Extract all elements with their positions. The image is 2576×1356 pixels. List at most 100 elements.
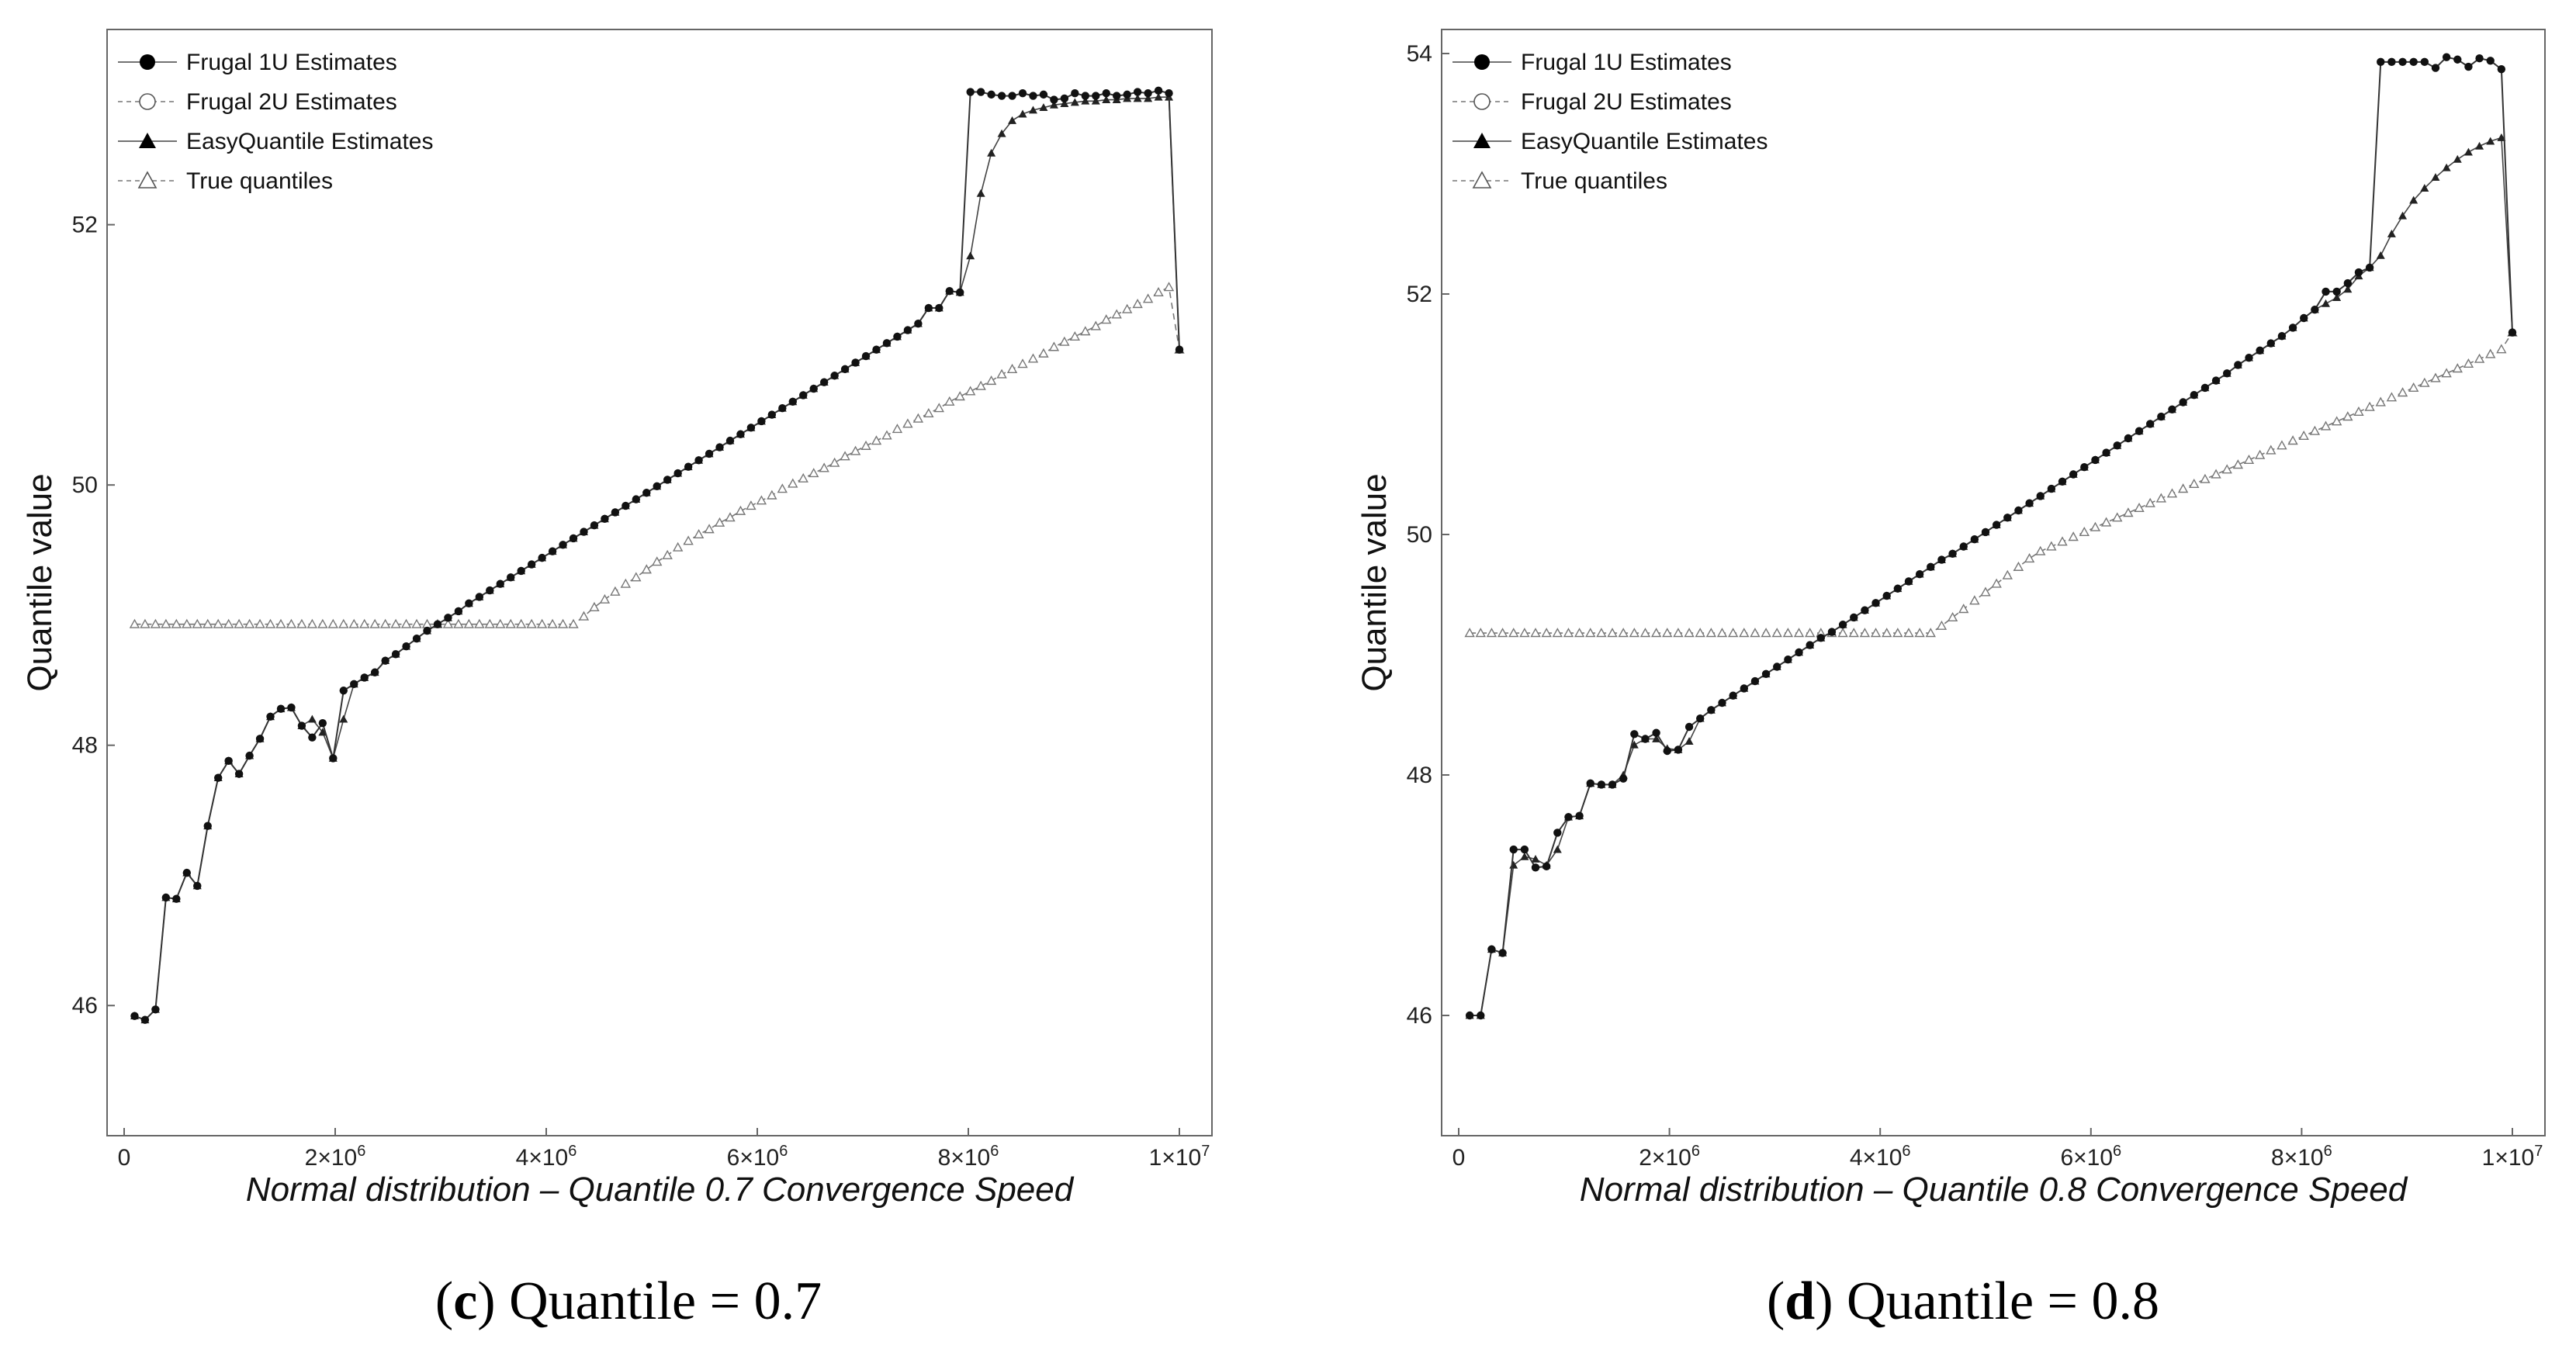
data-point xyxy=(1069,330,1081,341)
data-point xyxy=(1925,628,1936,638)
data-point xyxy=(965,386,976,396)
data-point xyxy=(2254,449,2266,459)
data-point xyxy=(1782,628,1794,638)
data-point xyxy=(276,704,286,713)
data-point xyxy=(2080,463,2089,472)
data-point xyxy=(1070,98,1079,106)
data-point xyxy=(400,618,412,628)
data-point xyxy=(1806,641,1814,649)
data-point xyxy=(1959,542,1968,551)
data-point xyxy=(453,618,464,628)
data-point xyxy=(1948,549,1957,558)
y-tick-label: 50 xyxy=(1407,522,1432,548)
data-point xyxy=(1464,628,1475,638)
data-point xyxy=(161,618,171,628)
data-point xyxy=(902,418,913,428)
data-point xyxy=(411,618,422,628)
data-point xyxy=(956,288,964,297)
data-point xyxy=(2025,499,2034,507)
data-point xyxy=(1652,735,1661,742)
x-tick-label: 1×107 xyxy=(1149,1143,1210,1171)
data-point xyxy=(557,618,569,628)
data-point xyxy=(1673,628,1684,638)
legend-marker-open-triangle xyxy=(1472,171,1492,189)
data-point xyxy=(2365,263,2374,272)
x-tick-label: 4×106 xyxy=(516,1143,577,1171)
data-point xyxy=(182,618,192,628)
data-point xyxy=(171,618,182,628)
data-point xyxy=(1707,706,1716,714)
data-point xyxy=(2386,392,2398,402)
data-point xyxy=(725,512,736,522)
data-point xyxy=(819,378,829,386)
data-point xyxy=(245,751,254,760)
data-point xyxy=(1564,813,1573,822)
data-point xyxy=(2419,377,2430,387)
data-point xyxy=(2442,53,2451,61)
data-point xyxy=(454,607,463,616)
data-point xyxy=(1113,92,1121,100)
data-point xyxy=(306,618,318,628)
data-point xyxy=(851,358,860,367)
data-point xyxy=(757,417,766,426)
data-point xyxy=(1674,745,1683,754)
x-tick-label: 6×106 xyxy=(2060,1143,2121,1171)
data-point xyxy=(1028,106,1037,114)
legend-label: Frugal 1U Estimates xyxy=(1521,50,1732,75)
legend-marker-open-triangle xyxy=(137,171,158,189)
data-point xyxy=(1465,1011,1474,1020)
data-point xyxy=(1477,1011,1485,1020)
data-point xyxy=(1795,648,1803,657)
x-tick-label: 0 xyxy=(118,1145,131,1171)
x-tick-label: 0 xyxy=(1452,1145,1466,1171)
data-point xyxy=(1981,528,1990,537)
data-point xyxy=(2123,507,2134,517)
data-point xyxy=(2232,459,2244,469)
data-point xyxy=(224,756,233,766)
data-point xyxy=(1508,628,1519,638)
data-point xyxy=(2100,517,2112,527)
data-point xyxy=(2320,420,2332,431)
x-tick-label: 2×106 xyxy=(305,1143,366,1171)
data-point xyxy=(997,129,1006,137)
data-point xyxy=(2464,62,2473,71)
data-point xyxy=(756,495,767,505)
data-point xyxy=(1049,100,1058,109)
data-point xyxy=(798,472,808,483)
data-point xyxy=(924,303,933,313)
data-point xyxy=(632,495,641,503)
data-point xyxy=(423,626,431,635)
data-point xyxy=(1629,628,1640,638)
y-axis-label: Quantile value xyxy=(1356,473,1394,691)
data-point xyxy=(369,618,380,628)
data-point xyxy=(1992,521,2001,529)
data-point xyxy=(412,634,421,643)
data-point xyxy=(2057,536,2068,546)
data-point xyxy=(1486,628,1497,638)
data-point xyxy=(475,593,484,601)
data-point xyxy=(2309,425,2321,435)
data-point xyxy=(463,618,475,628)
data-point xyxy=(684,462,693,471)
data-point xyxy=(1060,94,1069,103)
data-point xyxy=(1892,628,1903,638)
x-tick-label: 1×107 xyxy=(2482,1143,2543,1171)
data-point xyxy=(2376,251,2385,259)
data-point xyxy=(1144,94,1153,102)
data-point xyxy=(1121,303,1133,313)
data-point xyxy=(495,618,506,628)
data-point xyxy=(2377,57,2385,67)
data-point xyxy=(1684,737,1694,745)
data-point xyxy=(1596,628,1607,638)
data-point xyxy=(1509,845,1518,854)
data-point xyxy=(307,714,317,723)
data-point xyxy=(1039,103,1048,112)
data-point xyxy=(1552,628,1563,638)
series-true-quantiles xyxy=(1464,327,2518,638)
data-point xyxy=(2036,492,2045,500)
data-point xyxy=(966,88,975,96)
data-point xyxy=(1684,628,1695,638)
data-point xyxy=(1133,88,1142,96)
data-point xyxy=(2453,55,2462,64)
data-point xyxy=(1838,621,1847,629)
